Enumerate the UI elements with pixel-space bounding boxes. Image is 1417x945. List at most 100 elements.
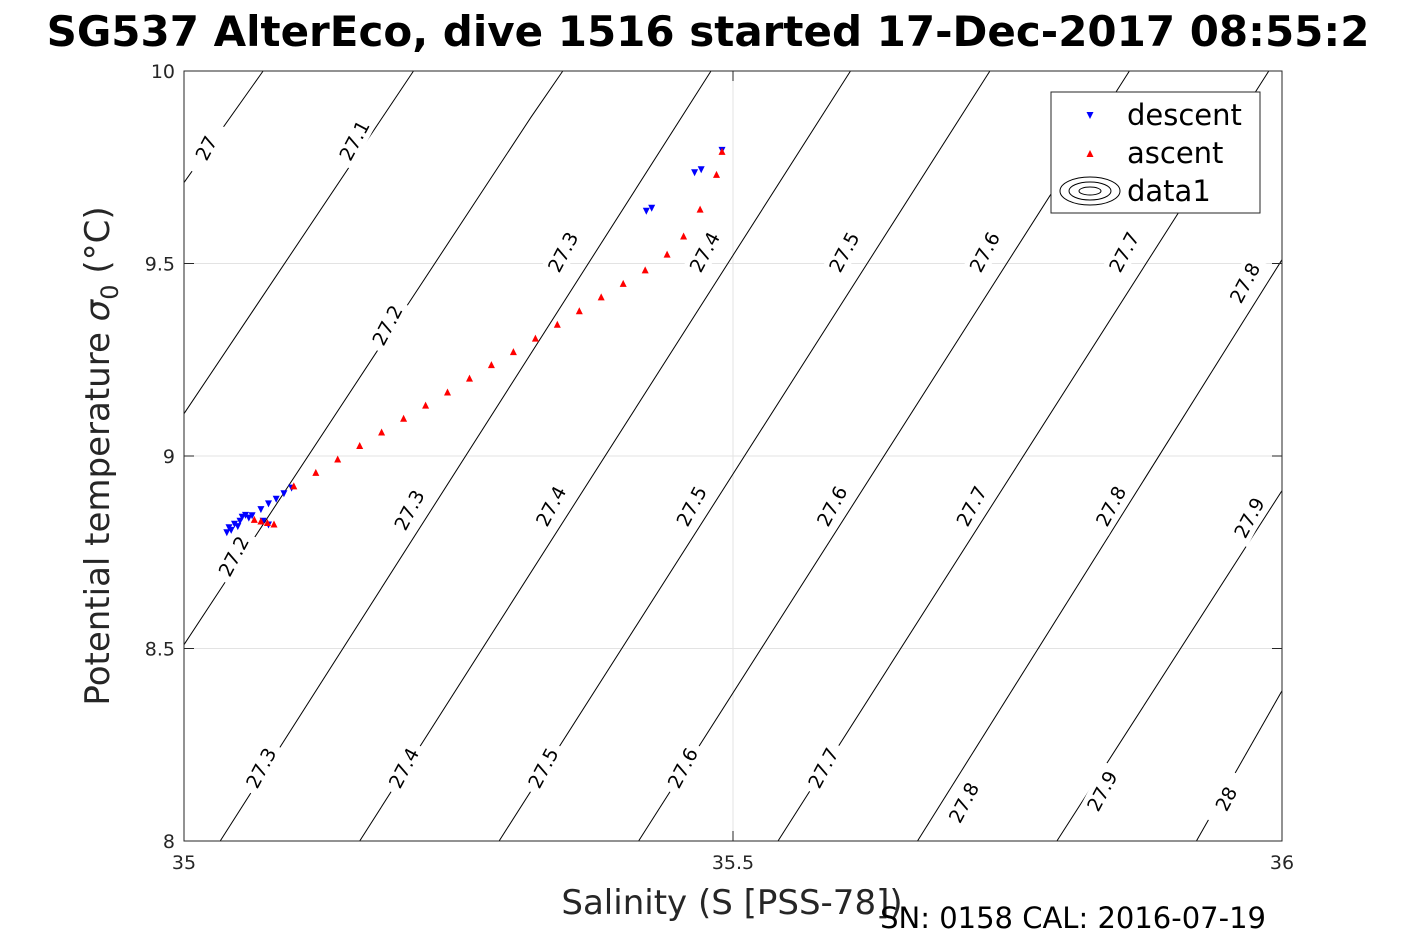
descent-point — [223, 529, 231, 537]
ascent-point — [718, 147, 726, 155]
ascent-point — [400, 414, 408, 422]
contour-label-bg — [210, 526, 257, 586]
contour-label-bg — [799, 738, 847, 798]
contour-line-27.1 — [183, 70, 414, 414]
ascent-point — [270, 520, 278, 528]
y-tick-label: 9 — [163, 446, 175, 468]
contour-label-bg — [237, 738, 285, 798]
ascent-point — [553, 320, 561, 328]
descent-point — [280, 490, 288, 498]
descent-point — [272, 495, 280, 503]
footer-serial-cal: SN: 0158 CAL: 2016-07-19 — [880, 901, 1266, 935]
ascent-point — [422, 401, 430, 409]
contour-label-bg — [1225, 488, 1273, 548]
contour-label-bg — [668, 476, 715, 536]
contour-label-bg — [1087, 476, 1134, 536]
legend: descent ascent data1 — [1050, 91, 1261, 214]
ascent-point — [641, 266, 649, 274]
y-tick-label: 10 — [151, 61, 175, 83]
ascent-point — [597, 293, 605, 301]
contour-label-bg — [385, 480, 433, 540]
ascent-point — [257, 517, 265, 525]
descent-point — [248, 512, 256, 520]
legend-ascent-marker — [1086, 150, 1094, 157]
descent-point — [697, 166, 705, 174]
contour-labels: 27 27.127.227.227.327.327.327.427.427.427… — [182, 110, 1273, 832]
ascent-point — [509, 348, 517, 356]
contour-line-27.8 — [917, 259, 1283, 842]
data-points — [223, 146, 726, 537]
contour-line-27.2 — [183, 70, 564, 645]
contour-label-bg — [539, 222, 587, 282]
contour-label-bg — [1078, 761, 1126, 821]
ascent-point — [263, 519, 271, 526]
ascent-point — [531, 334, 539, 342]
descent-point — [265, 500, 272, 508]
grid — [184, 71, 1282, 841]
ascent-point — [356, 442, 364, 449]
contour-label-bg — [947, 476, 995, 536]
contour-line-27.6 — [638, 70, 1130, 842]
descent-point — [691, 169, 699, 177]
contour-line-27.3 — [219, 70, 712, 842]
legend-descent-label: descent — [1127, 98, 1242, 132]
ascent-point — [290, 482, 298, 490]
ascent-point — [334, 455, 342, 463]
descent-point — [234, 523, 242, 531]
descent-point — [257, 506, 265, 514]
x-tick-label: 35.5 — [712, 852, 754, 874]
x-tick-label: 36 — [1270, 852, 1294, 874]
x-ticks: 35 35.5 36 — [172, 71, 1294, 874]
contour-label-bg — [1221, 253, 1268, 313]
ascent-point — [312, 468, 320, 476]
contour-label-bg — [820, 222, 868, 282]
contour-label-bg — [808, 476, 856, 536]
descent-point — [231, 520, 238, 528]
contour-line-27.4 — [359, 70, 851, 842]
ascent-point — [378, 428, 386, 436]
legend-box — [1050, 91, 1261, 214]
contour-label-bg — [182, 118, 230, 178]
ascent-point — [713, 170, 720, 178]
contour-label-bg — [1100, 222, 1148, 282]
contour-label-bg — [380, 738, 427, 798]
contour-label-bg — [659, 738, 706, 798]
x-axis-label: Salinity (S [PSS-78]) — [561, 883, 902, 923]
contour-label-bg — [363, 295, 411, 355]
ascent-point — [466, 374, 473, 382]
legend-descent-marker — [1086, 112, 1094, 119]
y-axis-label: Potential temperature σ0 (°C) — [78, 206, 124, 705]
chart-title: SG537 AlterEco, dive 1516 started 17-Dec… — [47, 7, 1370, 56]
legend-data1-label: data1 — [1127, 174, 1211, 208]
ascent-point — [444, 388, 451, 396]
legend-ascent-label: ascent — [1127, 136, 1223, 170]
density-contours — [183, 70, 1283, 842]
ascent-point — [575, 307, 583, 315]
contour-label-bg — [940, 773, 987, 832]
y-tick-label: 8.5 — [145, 639, 175, 661]
ascent-point — [680, 232, 688, 240]
y-tick-label: 8 — [163, 831, 175, 853]
descent-point — [648, 204, 656, 212]
ascent-point — [663, 250, 671, 258]
y-ticks: 8 8.5 9 9.5 10 — [145, 61, 1282, 853]
contour-label-bg — [519, 738, 567, 798]
ascent-point — [696, 205, 704, 213]
legend-contour-icon — [1059, 176, 1121, 206]
ascent-point — [250, 515, 258, 523]
contour-label-bg — [961, 222, 1008, 282]
descent-point — [245, 514, 253, 522]
ascent-point — [487, 361, 495, 369]
contour-label-bg — [1202, 769, 1250, 829]
contour-label-bg — [330, 110, 378, 170]
contour-label-bg — [527, 476, 575, 536]
contour-line-27.5 — [498, 70, 991, 842]
descent-point — [242, 511, 249, 519]
x-tick-label: 35 — [172, 852, 196, 874]
y-tick-label: 9.5 — [145, 254, 175, 276]
contour-label-bg — [681, 222, 728, 282]
ascent-point — [619, 279, 627, 287]
descent-point — [227, 526, 235, 534]
descent-point — [642, 207, 650, 215]
